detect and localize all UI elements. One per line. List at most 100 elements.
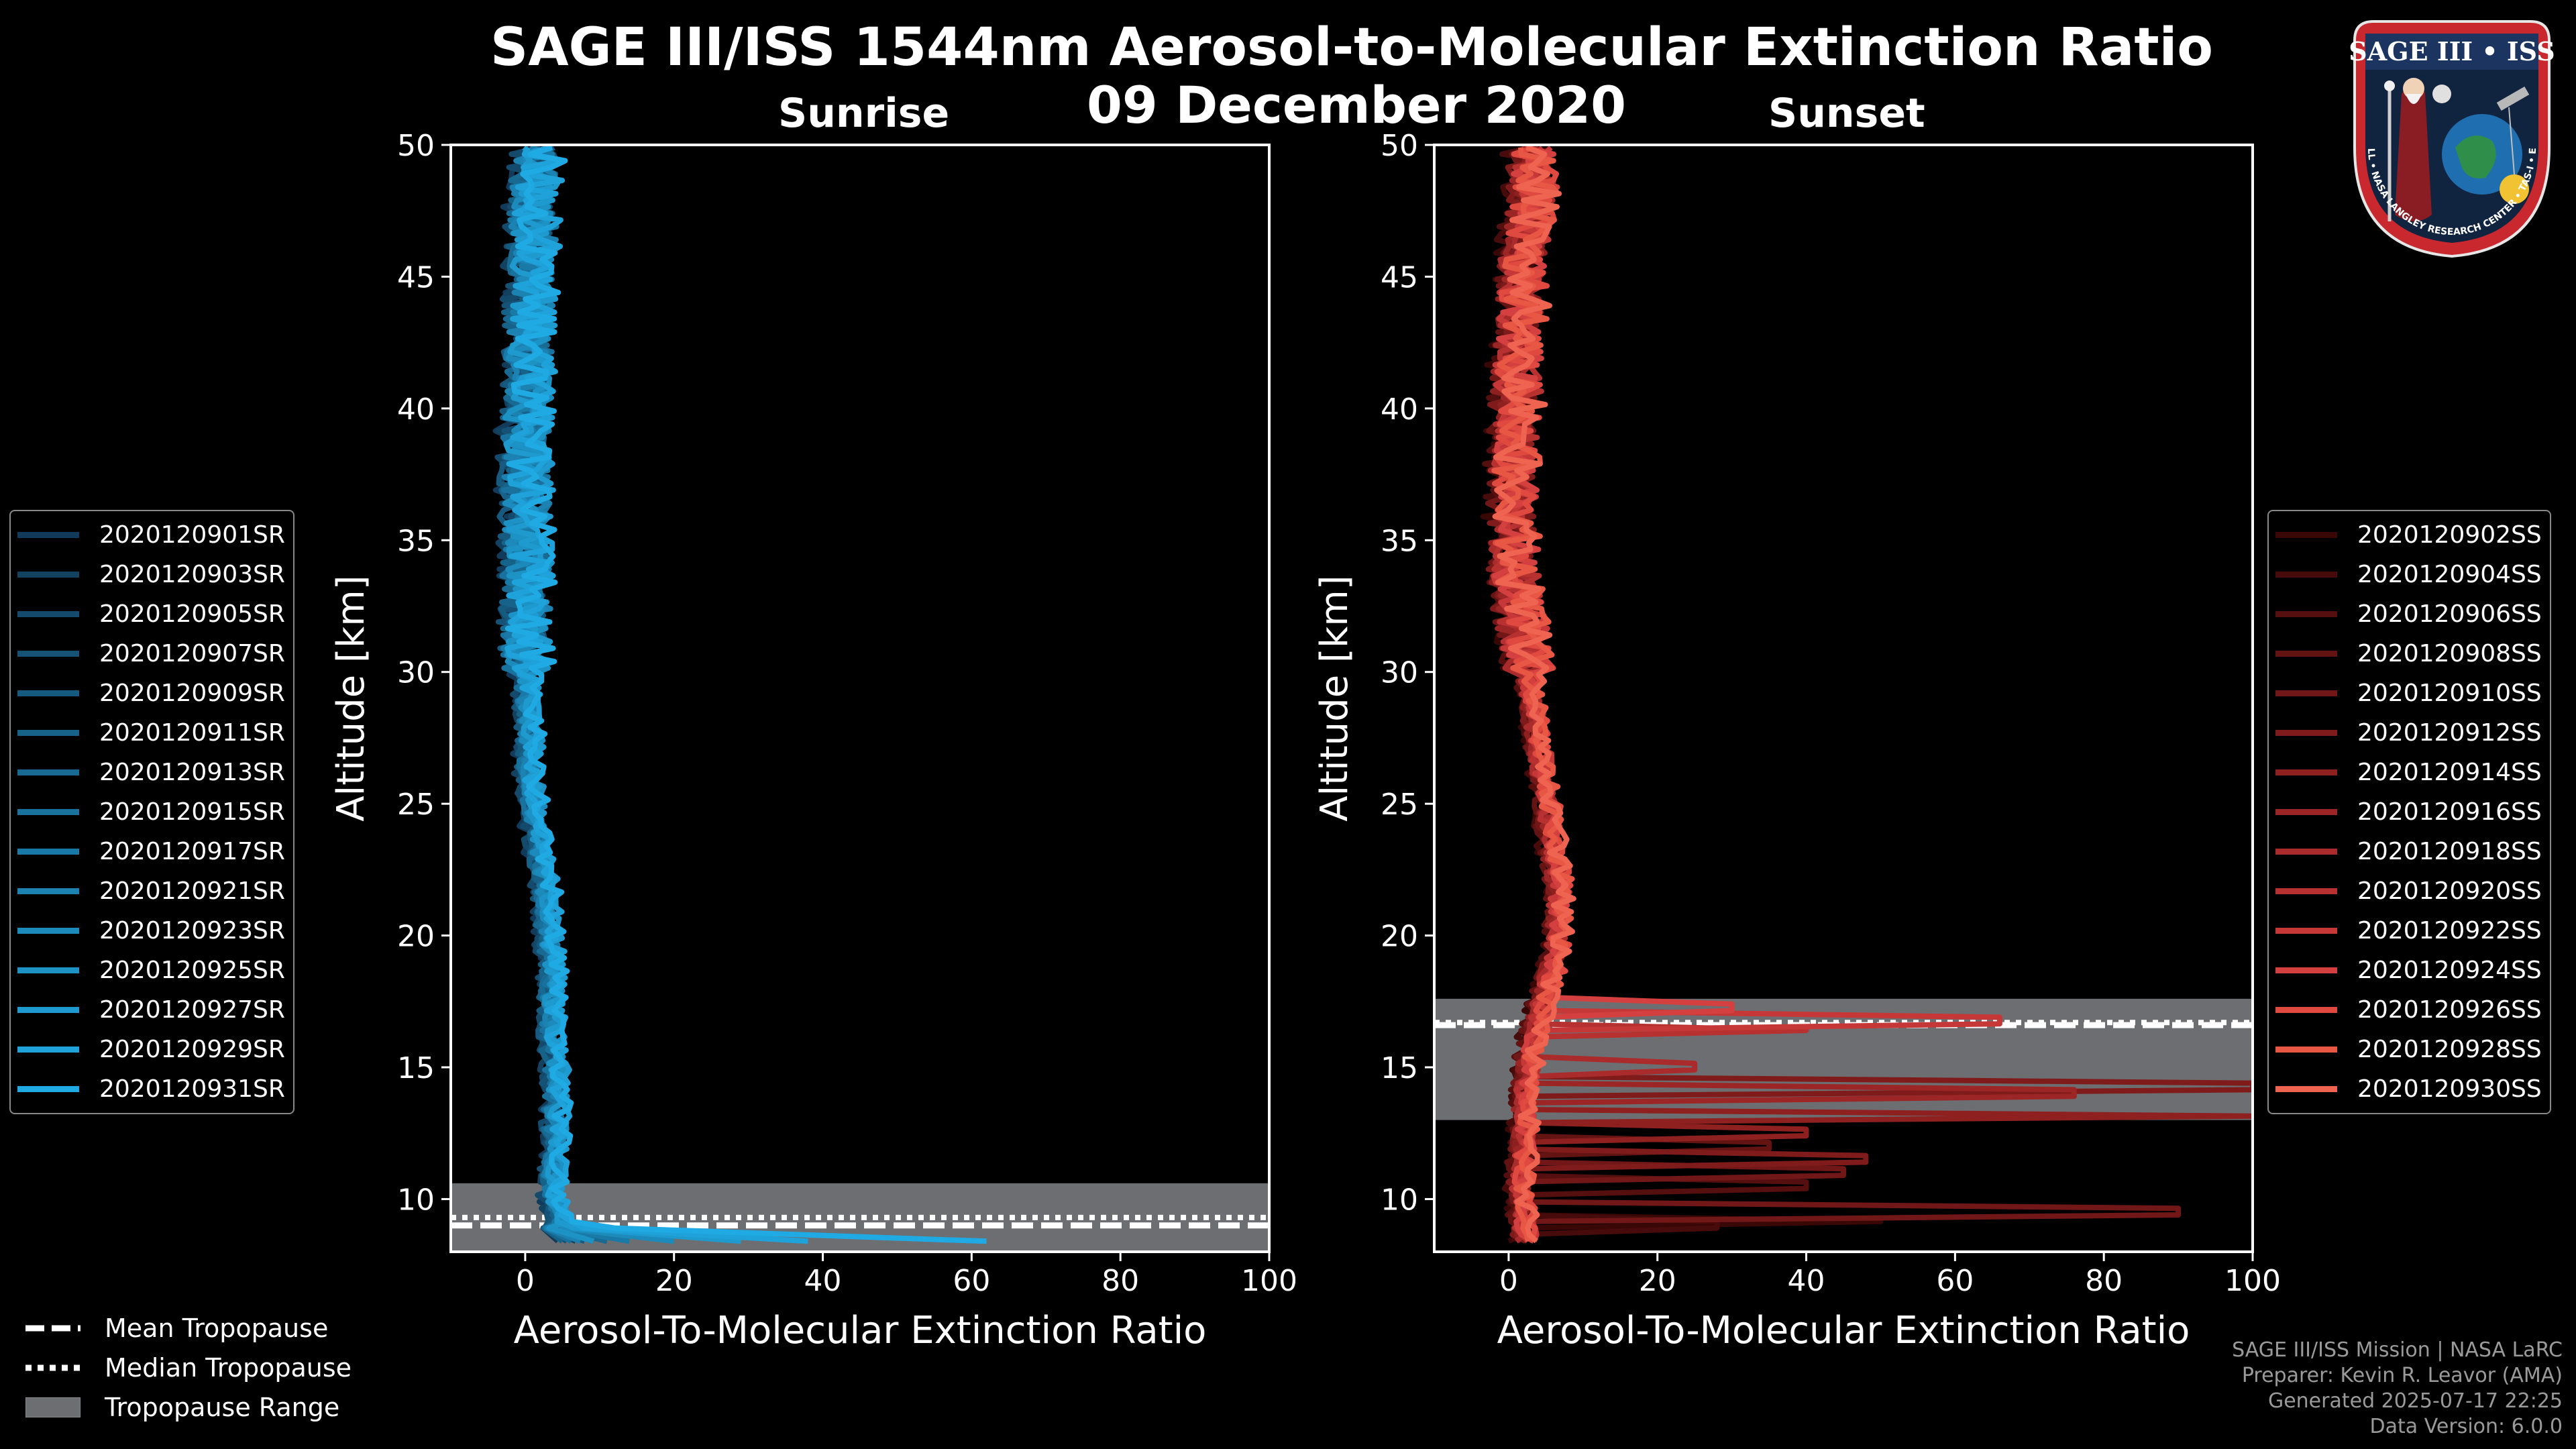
legend-swatch xyxy=(2275,690,2337,696)
legend-range-label: Tropopause Range xyxy=(105,1392,340,1422)
legend-item-2020120902SS: 2020120902SS xyxy=(2275,515,2542,555)
legend-swatch xyxy=(2275,1046,2337,1053)
range-patch-icon xyxy=(25,1397,80,1417)
sunrise-plot: 0 20 40 60 80 100 10 15 20 25 30 35 40 45 50 Aerosol-To… xyxy=(329,129,1297,1352)
legend-swatch xyxy=(17,888,79,894)
sunset-ytick-label: 35 xyxy=(1381,524,1418,558)
legend-item-2020120903SR: 2020120903SR xyxy=(17,555,285,594)
logo-text: SAGE III • ISS xyxy=(2349,36,2555,66)
legend-item-2020120913SR: 2020120913SR xyxy=(17,753,285,792)
legend-label: 2020120914SS xyxy=(2357,759,2542,786)
legend-label: 2020120928SS xyxy=(2357,1036,2542,1063)
legend-swatch xyxy=(17,651,79,657)
legend-swatch xyxy=(17,611,79,617)
footer-version: Data Version: 6.0.0 xyxy=(2369,1415,2563,1438)
legend-swatch xyxy=(2275,730,2337,736)
legend-item-2020120906SS: 2020120906SS xyxy=(2275,594,2542,634)
legend-item-2020120909SR: 2020120909SR xyxy=(17,674,285,713)
sunset-ytick-label: 15 xyxy=(1381,1051,1418,1085)
legend-swatch xyxy=(17,690,79,696)
legend-swatch xyxy=(2275,769,2337,775)
chart-title: SAGE III/ISS 1544nm Aerosol-to-Molecular… xyxy=(490,17,2213,78)
sunrise-legend: 2020120901SR 2020120903SR 2020120905SR 2020… xyxy=(9,510,294,1114)
legend-swatch xyxy=(17,809,79,815)
legend-swatch xyxy=(2275,1007,2337,1013)
legend-label: 2020120913SR xyxy=(99,759,285,786)
legend-swatch xyxy=(2275,651,2337,657)
legend-label: 2020120907SR xyxy=(99,640,285,667)
legend-label: 2020120930SS xyxy=(2357,1075,2542,1103)
legend-item-2020120914SS: 2020120914SS xyxy=(2275,753,2542,792)
sunset-xtick-label: 100 xyxy=(2224,1264,2281,1298)
legend-swatch xyxy=(2275,849,2337,855)
sunset-xtick-label: 0 xyxy=(1499,1264,1518,1298)
legend-label: 2020120908SS xyxy=(2357,640,2542,667)
legend-label: 2020120902SS xyxy=(2357,521,2542,549)
legend-item-2020120911SR: 2020120911SR xyxy=(17,713,285,753)
sunrise-ytick-label: 10 xyxy=(397,1183,435,1217)
sunset-ytick-label: 40 xyxy=(1381,392,1418,427)
legend-item-2020120930SS: 2020120930SS xyxy=(2275,1069,2542,1109)
legend-item-2020120905SR: 2020120905SR xyxy=(17,594,285,634)
legend-label: 2020120901SR xyxy=(99,521,285,549)
sunrise-ytick-label: 45 xyxy=(397,260,435,294)
footer-credits: SAGE III/ISS Mission | NASA LaRC Prepare… xyxy=(2232,1338,2563,1440)
legend-swatch xyxy=(17,532,79,538)
legend-label: 2020120906SS xyxy=(2357,600,2542,628)
legend-item-2020120923SR: 2020120923SR xyxy=(17,911,285,951)
legend-swatch xyxy=(2275,611,2337,617)
legend-swatch xyxy=(17,967,79,973)
profile-2020120928SS xyxy=(1491,147,1575,1242)
sunrise-axes-frame xyxy=(449,144,1271,1253)
legend-label: 2020120909SR xyxy=(99,680,285,707)
sunset-xlabel: Aerosol-To-Molecular Extinction Ratio xyxy=(1497,1309,2190,1352)
legend-item-2020120926SS: 2020120926SS xyxy=(2275,990,2542,1030)
legend-swatch xyxy=(2275,928,2337,934)
footer-preparer: Preparer: Kevin R. Leavor (AMA) xyxy=(2241,1364,2563,1387)
legend-label: 2020120905SR xyxy=(99,600,285,628)
legend-swatch xyxy=(17,928,79,934)
sunset-ytick-label: 45 xyxy=(1381,260,1418,294)
legend-median-tropopause: Median Tropopause xyxy=(25,1348,352,1387)
sunset-xtick-label: 20 xyxy=(1639,1264,1676,1298)
sunset-ytick-label: 30 xyxy=(1381,656,1418,690)
legend-item-2020120917SR: 2020120917SR xyxy=(17,832,285,871)
legend-item-2020120918SS: 2020120918SS xyxy=(2275,832,2542,871)
sunrise-ytick-label: 40 xyxy=(397,392,435,427)
sunrise-xtick-label: 100 xyxy=(1241,1264,1297,1298)
legend-label: 2020120921SR xyxy=(99,877,285,905)
sunset-xtick-label: 80 xyxy=(2085,1264,2123,1298)
sunrise-xlabel: Aerosol-To-Molecular Extinction Ratio xyxy=(514,1309,1207,1352)
sunrise-xtick-label: 60 xyxy=(953,1264,990,1298)
profile-2020120931SR xyxy=(504,145,987,1244)
legend-median-label: Median Tropopause xyxy=(105,1352,352,1383)
legend-item-2020120901SR: 2020120901SR xyxy=(17,515,285,555)
legend-swatch xyxy=(2275,1086,2337,1092)
legend-label: 2020120931SR xyxy=(99,1075,285,1103)
legend-swatch xyxy=(17,849,79,855)
legend-item-2020120924SS: 2020120924SS xyxy=(2275,951,2542,990)
sunrise-ylabel: Altitude [km] xyxy=(329,575,373,821)
legend-label: 2020120903SR xyxy=(99,561,285,588)
legend-item-2020120910SS: 2020120910SS xyxy=(2275,674,2542,713)
dashed-line-icon xyxy=(25,1325,80,1331)
sunset-ytick-label: 50 xyxy=(1381,129,1418,163)
sunrise-ytick-label: 35 xyxy=(397,524,435,558)
legend-swatch xyxy=(2275,809,2337,815)
legend-item-2020120927SR: 2020120927SR xyxy=(17,990,285,1030)
sunset-subtitle: Sunset xyxy=(1768,90,1925,137)
sunset-ytick-label: 20 xyxy=(1381,920,1418,954)
legend-label: 2020120923SR xyxy=(99,917,285,945)
legend-mean-tropopause: Mean Tropopause xyxy=(25,1308,352,1348)
dotted-line-icon xyxy=(25,1364,80,1371)
legend-label: 2020120910SS xyxy=(2357,680,2542,707)
sunrise-ytick-label: 25 xyxy=(397,788,435,822)
legend-item-2020120907SR: 2020120907SR xyxy=(17,634,285,674)
legend-mean-label: Mean Tropopause xyxy=(105,1313,329,1343)
sunrise-ytick-label: 15 xyxy=(397,1051,435,1085)
sunset-ytick-label: 25 xyxy=(1381,788,1418,822)
legend-swatch xyxy=(17,572,79,578)
sunset-legend: 2020120902SS 2020120904SS 2020120906SS 2020… xyxy=(2267,510,2551,1114)
legend-item-2020120928SS: 2020120928SS xyxy=(2275,1030,2542,1069)
